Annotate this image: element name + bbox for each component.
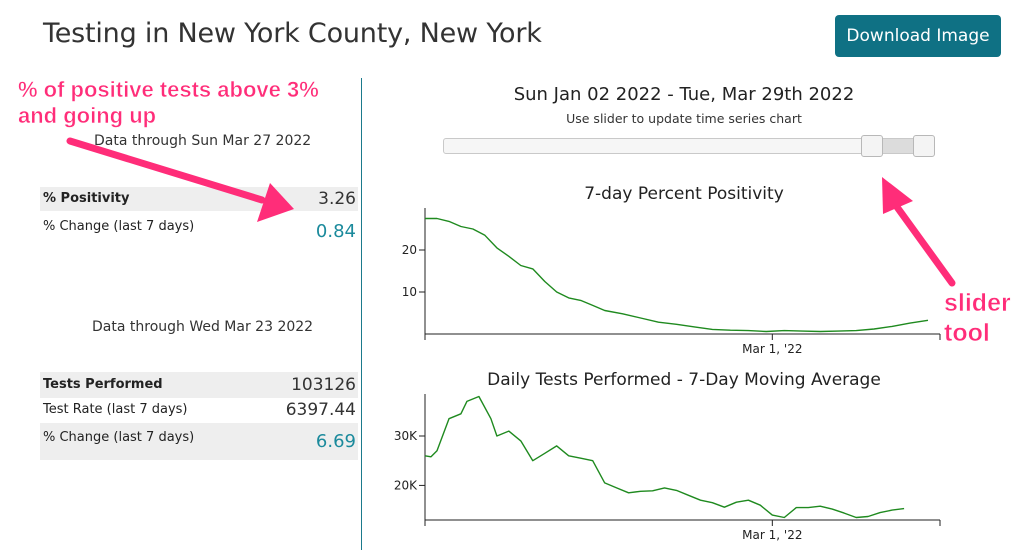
slider-start-handle[interactable] xyxy=(860,135,883,157)
slider-end-handle[interactable] xyxy=(913,135,936,157)
time-range-slider-selection[interactable] xyxy=(870,139,924,153)
positivity-chart-series-line xyxy=(425,217,929,333)
positivity-change-row: % Change (last 7 days) 0.84 xyxy=(40,213,358,247)
tests-change-label: % Change (last 7 days) xyxy=(43,430,195,445)
positivity-chart-y-tick-label: 20 xyxy=(402,243,417,257)
panel-divider xyxy=(361,78,362,550)
tests-chart-y-tick-label: 20K xyxy=(394,478,418,492)
tests-chart-series-line xyxy=(424,395,905,519)
test-rate-label: Test Rate (last 7 days) xyxy=(43,402,188,417)
tests-change-row: % Change (last 7 days) 6.69 xyxy=(40,423,358,460)
tests-performed-label: Tests Performed xyxy=(43,377,163,392)
time-range-title: Sun Jan 02 2022 - Tue, Mar 29th 2022 xyxy=(513,84,855,105)
tests-chart-title: Daily Tests Performed - 7-Day Moving Ave… xyxy=(487,370,881,390)
positivity-chart-x-tick-label: Mar 1, '22 xyxy=(742,342,802,356)
tests-chart-x-tick-label: Mar 1, '22 xyxy=(742,528,802,542)
slider-annotation-line2: tool xyxy=(944,319,990,348)
slider-hint: Use slider to update time series chart xyxy=(566,111,802,126)
slider-annotation: slider tool xyxy=(944,288,1011,348)
tests-chart-y-tick-label: 30K xyxy=(394,429,418,443)
tests-performed-row: Tests Performed 103126 xyxy=(40,372,358,398)
test-rate-row: Test Rate (last 7 days) 6397.44 xyxy=(40,398,358,423)
tests-change-value: 6.69 xyxy=(315,431,356,452)
positivity-annotation: % of positive tests above 3% and going u… xyxy=(18,77,319,129)
slider-annotation-line1: slider xyxy=(944,289,1011,318)
positivity-change-value: 0.84 xyxy=(315,221,356,242)
positivity-value: 3.26 xyxy=(318,189,356,209)
positivity-annotation-line1: % of positive tests above 3% xyxy=(18,77,319,103)
tests-data-date: Data through Wed Mar 23 2022 xyxy=(92,319,314,335)
page-title: Testing in New York County, New York xyxy=(43,18,542,49)
test-rate-value: 6397.44 xyxy=(285,400,356,420)
tests-performed-value: 103126 xyxy=(291,375,356,395)
positivity-chart-title: 7-day Percent Positivity xyxy=(584,184,784,204)
positivity-chart-y-tick-label: 10 xyxy=(402,285,417,299)
download-image-button[interactable]: Download Image xyxy=(835,15,1001,57)
positivity-annotation-line2: and going up xyxy=(18,103,157,129)
positivity-change-label: % Change (last 7 days) xyxy=(43,219,195,234)
